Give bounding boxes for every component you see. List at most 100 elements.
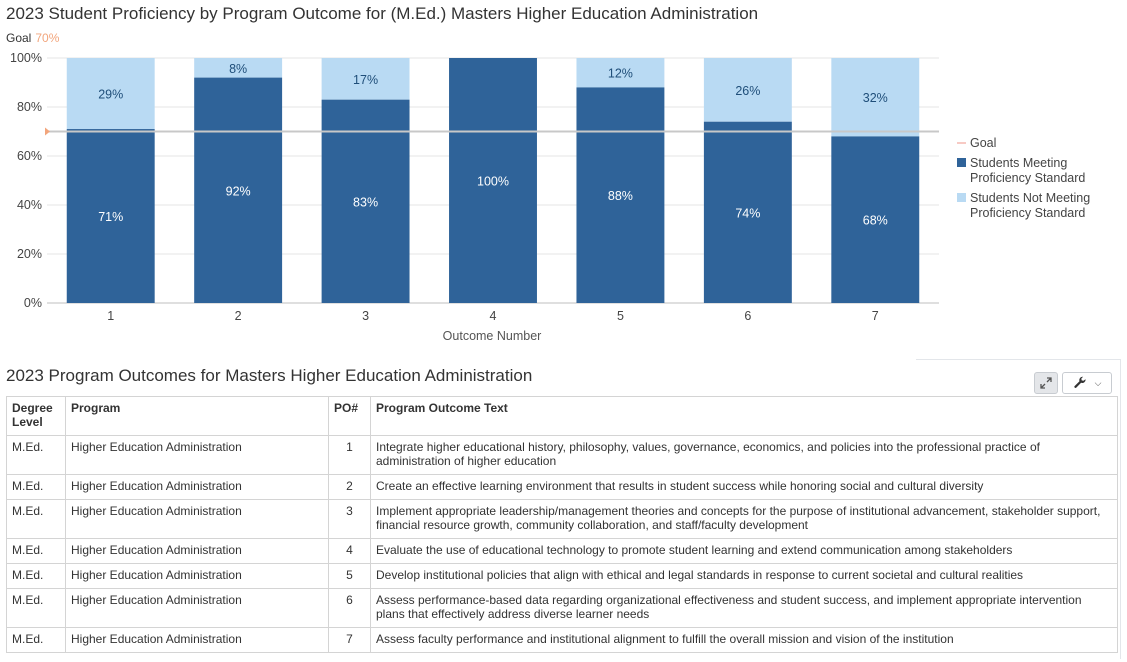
bar-meeting [194,77,283,303]
y-tick-label: 0% [24,296,42,310]
wrench-icon [1073,376,1086,388]
cell-outcome-text: Assess performance-based data regarding … [370,588,1118,628]
data-label-meeting: 74% [735,206,760,220]
bar-not-meeting [194,58,283,78]
cell-outcome-text: Evaluate the use of educational technolo… [370,538,1118,564]
cell-po: 4 [328,538,371,564]
data-label-not-meeting: 29% [98,88,123,102]
x-tick-label: 2 [235,309,242,323]
legend-meeting-swatch [957,158,966,167]
cell-outcome-text: Create an effective learning environment… [370,474,1118,500]
bar-not-meeting [703,58,792,122]
goal-label: Goal 70% [6,31,59,45]
legend-goal-label[interactable]: Goal [970,136,996,150]
x-tick-label: 6 [744,309,751,323]
header-degree-line2: Level [12,415,43,429]
panel-border-top [916,359,1121,360]
y-tick-label: 60% [17,149,42,163]
y-tick-label: 40% [17,198,42,212]
table-row: M.Ed. Higher Education Administration 6 Ass… [6,588,1118,628]
settings-dropdown-button[interactable]: ⌵ [1062,372,1112,394]
cell-po: 2 [328,474,371,500]
bar-meeting [66,129,155,303]
data-label-not-meeting: 17% [353,73,378,87]
chart-title: 2023 Student Proficiency by Program Outc… [6,4,759,23]
data-label-not-meeting: 12% [608,67,633,81]
legend-not-meeting-label-line1[interactable]: Students Not Meeting [970,191,1090,205]
cell-outcome-text: Implement appropriate leadership/managem… [370,499,1118,539]
header-program[interactable]: Program [65,396,329,436]
panel-border-right [1120,359,1121,659]
cell-program: Higher Education Administration [65,588,329,628]
bar-not-meeting [321,58,410,100]
data-label-not-meeting: 8% [229,62,247,76]
cell-degree: M.Ed. [6,588,66,628]
cell-degree: M.Ed. [6,563,66,589]
cell-degree: M.Ed. [6,538,66,564]
cell-po: 1 [328,435,371,475]
cell-program: Higher Education Administration [65,499,329,539]
goal-label-text: Goal [6,31,32,45]
legend-not-meeting-swatch [957,193,966,202]
cell-po: 6 [328,588,371,628]
bar-meeting [831,136,920,303]
bar-meeting [703,121,792,303]
chevron-down-icon: ⌵ [1094,377,1102,388]
data-label-meeting: 88% [608,189,633,203]
cell-outcome-text: Assess faculty performance and instituti… [370,627,1118,653]
table-row: M.Ed. Higher Education Administration 1 Int… [6,435,1118,475]
table-row: M.Ed. Higher Education Administration 4 Eva… [6,538,1118,564]
data-label-not-meeting: 32% [863,91,888,105]
cell-outcome-text: Integrate higher educational history, ph… [370,435,1118,475]
data-label-meeting: 68% [863,214,888,228]
legend-meeting-label-line1[interactable]: Students Meeting [970,156,1067,170]
data-label-meeting: 100% [477,175,509,189]
expand-icon [1040,377,1052,389]
stacked-bar-chart: 29%71%8%92%17%83%100%12%88%26%74%32%68% … [10,51,1090,343]
y-tick-label: 20% [17,247,42,261]
data-label-meeting: 92% [226,184,251,198]
x-tick-label: 5 [617,309,624,323]
legend-meeting-label-line2[interactable]: Proficiency Standard [970,171,1085,185]
cell-program: Higher Education Administration [65,474,329,500]
x-tick-label: 3 [362,309,369,323]
header-degree-level[interactable]: Degree Level [6,396,66,436]
cell-program: Higher Education Administration [65,563,329,589]
header-degree-line1: Degree [12,401,53,415]
header-outcome-text[interactable]: Program Outcome Text [370,396,1118,436]
cell-degree: M.Ed. [6,474,66,500]
cell-po: 7 [328,627,371,653]
data-label-not-meeting: 26% [735,84,760,98]
data-label-meeting: 71% [98,210,123,224]
y-tick-label: 100% [10,51,42,65]
data-label-meeting: 83% [353,195,378,209]
table-header-row: Degree Level Program PO# Program Outcome … [6,396,1118,436]
header-po-number[interactable]: PO# [328,396,371,436]
goal-marker [45,127,50,136]
bar-meeting [449,58,537,303]
bar-meeting [321,99,410,304]
x-tick-label: 1 [107,309,114,323]
cell-po: 5 [328,563,371,589]
table-row: M.Ed. Higher Education Administration 7 Ass… [6,627,1118,653]
cell-degree: M.Ed. [6,499,66,539]
cell-program: Higher Education Administration [65,627,329,653]
cell-outcome-text: Develop institutional policies that alig… [370,563,1118,589]
table-row: M.Ed. Higher Education Administration 5 Dev… [6,563,1118,589]
cell-degree: M.Ed. [6,435,66,475]
table-row: M.Ed. Higher Education Administration 3 Imp… [6,499,1118,539]
cell-po: 3 [328,499,371,539]
cell-degree: M.Ed. [6,627,66,653]
x-tick-label: 4 [490,309,497,323]
goal-value: 70% [35,31,60,45]
legend-not-meeting-label-line2[interactable]: Proficiency Standard [970,206,1085,220]
bar-not-meeting [831,58,920,137]
expand-button[interactable] [1034,372,1058,394]
program-outcomes-table: Degree Level Program PO# Program Outcome … [6,396,1118,653]
bar-not-meeting [66,58,155,130]
x-tick-label: 7 [872,309,879,323]
cell-program: Higher Education Administration [65,538,329,564]
table-title: 2023 Program Outcomes for Masters Higher… [6,366,533,385]
bar-not-meeting [576,58,665,88]
y-tick-label: 80% [17,100,42,114]
